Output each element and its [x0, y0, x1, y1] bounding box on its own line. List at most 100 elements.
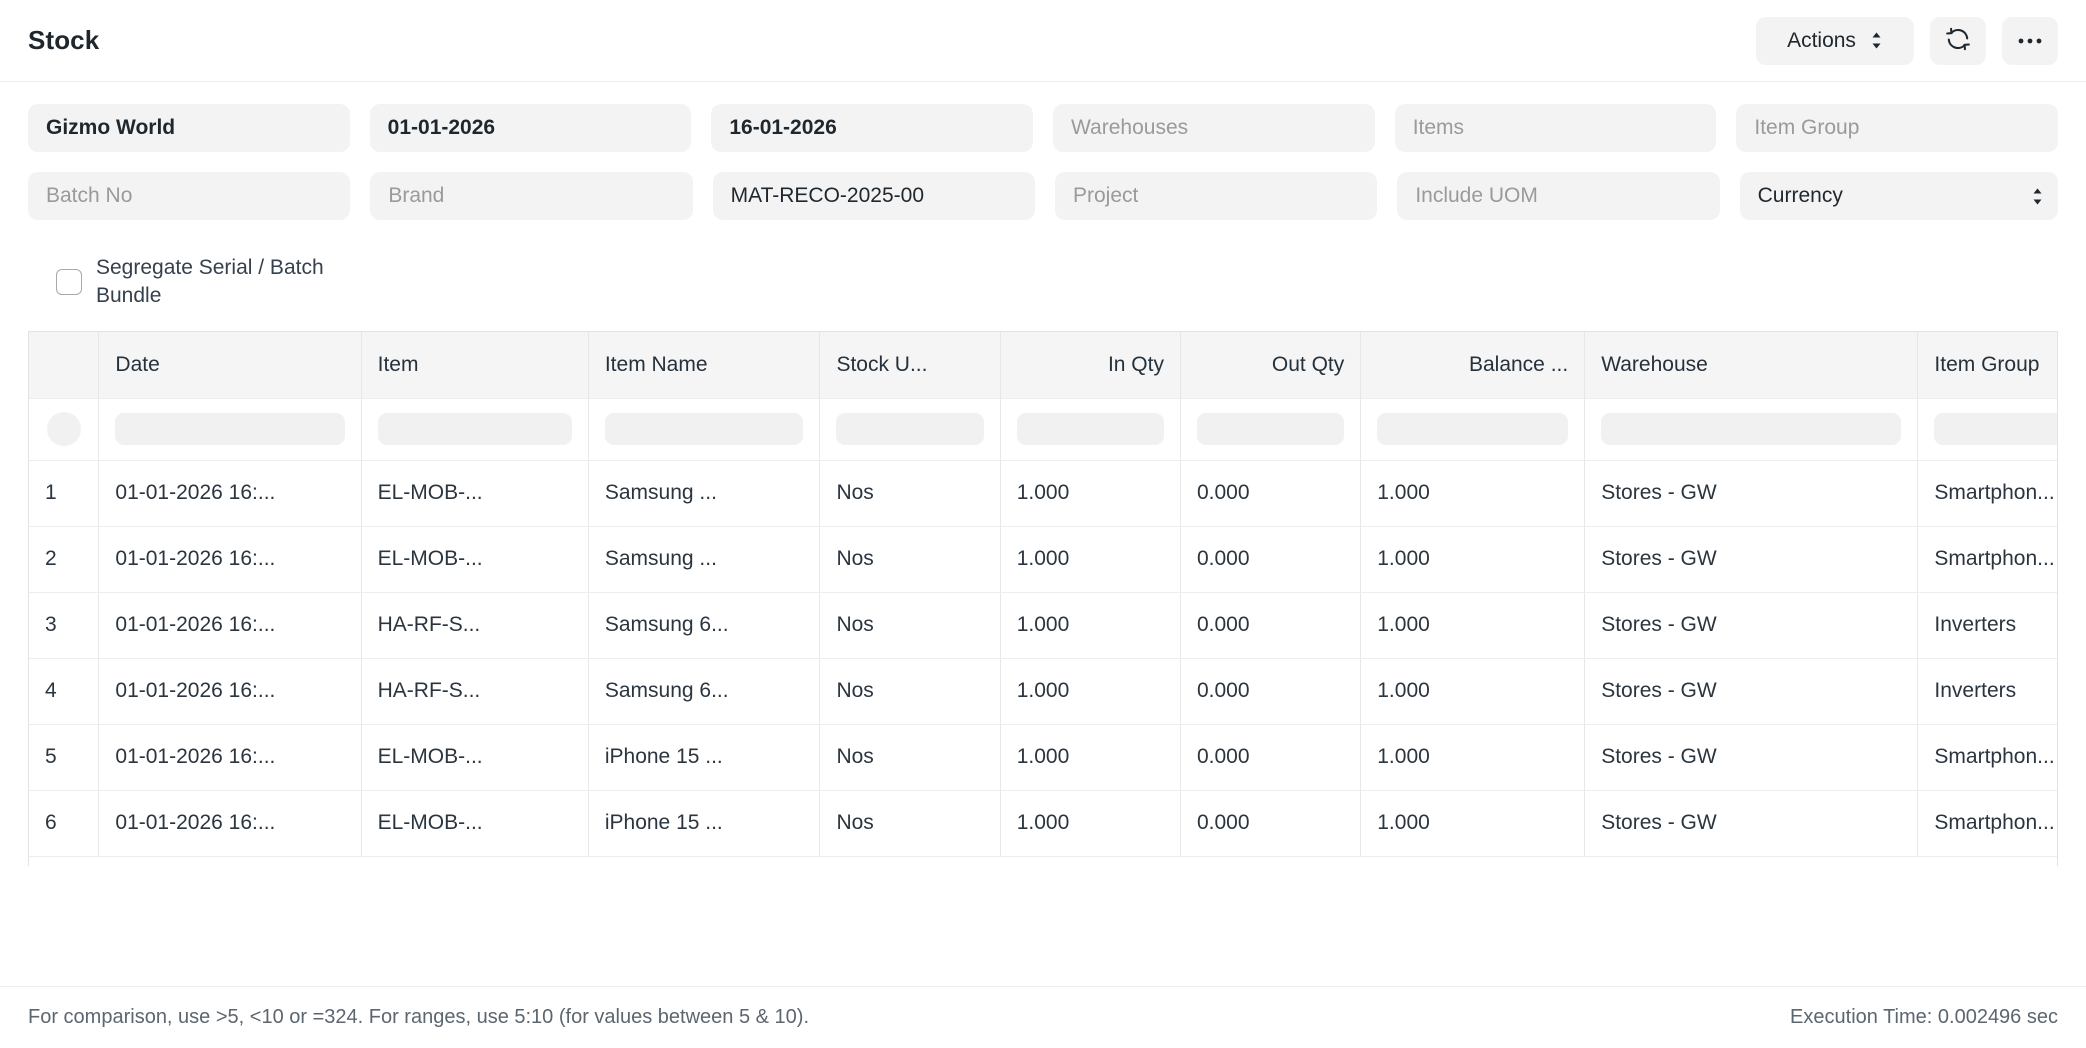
rowcell-balance[interactable]: 1.000 — [1360, 790, 1586, 857]
rowcell-stock-uom[interactable]: Nos — [819, 724, 1001, 791]
table-row[interactable]: 4 01-01-2026 16:... HA-RF-S... Samsung 6...… — [29, 658, 2057, 725]
column-header-item-group[interactable]: Item Group — [1917, 332, 2057, 399]
rowcell-item-name[interactable]: iPhone 15 ... — [588, 790, 821, 857]
execution-time-text: Execution Time: 0.002496 sec — [1790, 1006, 2058, 1028]
rowcell-out-qty[interactable]: 0.000 — [1180, 526, 1362, 593]
rowcell-balance[interactable]: 1.000 — [1360, 460, 1586, 527]
filter-project[interactable]: Project — [1054, 172, 1378, 220]
rowcell-date[interactable]: 01-01-2026 16:... — [98, 592, 362, 659]
rowcell-item-group[interactable]: Smartphon... — [1917, 460, 2057, 527]
column-header-date[interactable]: Date — [98, 332, 362, 399]
rowcell-in-qty[interactable]: 1.000 — [1000, 658, 1181, 725]
rowcell-balance[interactable]: 1.000 — [1360, 592, 1586, 659]
stock-uom-filter-input[interactable] — [836, 413, 984, 446]
rownum-filter-pill[interactable] — [47, 412, 81, 447]
filter-brand[interactable]: Brand — [370, 172, 693, 220]
rowcell-out-qty[interactable]: 0.000 — [1180, 790, 1362, 857]
rowcell-item[interactable]: EL-MOB-... — [361, 460, 589, 527]
rowcell-out-qty[interactable]: 0.000 — [1180, 658, 1362, 725]
report-table-container[interactable]: Date Item Item Name Stock U... In Qty Ou… — [28, 331, 2058, 867]
rowcell-out-qty[interactable]: 0.000 — [1180, 460, 1362, 527]
rowcell-item[interactable]: EL-MOB-... — [361, 724, 589, 791]
rowcell-out-qty[interactable]: 0.000 — [1180, 724, 1362, 791]
rowcell-in-qty[interactable]: 1.000 — [1000, 790, 1181, 857]
rowcell-date[interactable]: 01-01-2026 16:... — [98, 790, 362, 857]
rowcell-warehouse[interactable]: Stores - GW — [1584, 724, 1919, 791]
rowcell-in-qty[interactable]: 1.000 — [1000, 592, 1181, 659]
rowcell-out-qty[interactable]: 0.000 — [1180, 592, 1362, 659]
rowcell-balance[interactable]: 1.000 — [1360, 724, 1586, 791]
out-qty-filter-input[interactable] — [1196, 413, 1345, 446]
filter-items-placeholder: Items — [1412, 116, 1465, 139]
rowcell-item[interactable]: EL-MOB-... — [361, 790, 589, 857]
column-header-in-qty[interactable]: In Qty — [1000, 332, 1181, 399]
filter-currency[interactable]: Currency — [1739, 172, 2058, 220]
rowcell-item-name[interactable]: Samsung 6... — [588, 592, 821, 659]
filter-items[interactable]: Items — [1394, 104, 1717, 152]
rowcell-in-qty[interactable]: 1.000 — [1000, 526, 1181, 593]
rowcell-date[interactable]: 01-01-2026 16:... — [98, 658, 362, 725]
actions-button[interactable]: Actions — [1756, 16, 1914, 65]
rowcell-item-group[interactable]: Inverters — [1917, 658, 2057, 725]
rowcell-stock-uom[interactable]: Nos — [819, 790, 1001, 857]
rowcell-item[interactable]: EL-MOB-... — [361, 526, 589, 593]
rowcell-warehouse[interactable]: Stores - GW — [1584, 592, 1919, 659]
column-header-stock-uom[interactable]: Stock U... — [819, 332, 1001, 399]
warehouse-filter-input[interactable] — [1601, 413, 1902, 446]
rowcell-date[interactable]: 01-01-2026 16:... — [98, 460, 362, 527]
filter-voucher-no[interactable]: MAT-RECO-2025-00 — [712, 172, 1035, 220]
table-row[interactable]: 6 01-01-2026 16:... EL-MOB-... iPhone 15 ..… — [29, 790, 2057, 857]
balance-filter-input[interactable] — [1377, 413, 1569, 446]
table-row[interactable]: 2 01-01-2026 16:... EL-MOB-... Samsung ... N… — [29, 526, 2057, 593]
item-filter-input[interactable] — [377, 413, 572, 446]
rowcell-item-name[interactable]: Samsung ... — [588, 460, 821, 527]
filter-warehouses[interactable]: Warehouses — [1053, 104, 1375, 152]
filter-cell-item-group — [1917, 398, 2057, 461]
item-name-filter-input[interactable] — [604, 413, 804, 446]
rowcell-item-group[interactable]: Smartphon... — [1917, 526, 2057, 593]
rowcell-warehouse[interactable]: Stores - GW — [1584, 460, 1919, 527]
table-row[interactable]: 1 01-01-2026 16:... EL-MOB-... Samsung ... N… — [29, 460, 2057, 527]
column-header-out-qty[interactable]: Out Qty — [1180, 332, 1362, 399]
filter-hint-text: For comparison, use >5, <10 or =324. For… — [28, 1006, 809, 1028]
column-header-item[interactable]: Item — [361, 332, 589, 399]
rowcell-balance[interactable]: 1.000 — [1360, 526, 1586, 593]
rowcell-date[interactable]: 01-01-2026 16:... — [98, 526, 362, 593]
rowcell-item-group[interactable]: Smartphon... — [1917, 724, 2057, 791]
filter-to-date[interactable]: 16-01-2026 — [711, 104, 1034, 152]
rowcell-item-name[interactable]: Samsung 6... — [588, 658, 821, 725]
rowcell-warehouse[interactable]: Stores - GW — [1584, 658, 1919, 725]
filter-from-date[interactable]: 01-01-2026 — [369, 104, 692, 152]
segregate-serial-batch-bundle-checkbox[interactable] — [56, 268, 82, 295]
table-row[interactable]: 3 01-01-2026 16:... HA-RF-S... Samsung 6...… — [29, 592, 2057, 659]
rowcell-warehouse[interactable]: Stores - GW — [1584, 790, 1919, 857]
rowcell-item-name[interactable]: Samsung ... — [588, 526, 821, 593]
rowcell-stock-uom[interactable]: Nos — [819, 658, 1001, 725]
more-menu-button[interactable] — [2002, 16, 2058, 65]
filter-company[interactable]: Gizmo World — [28, 104, 350, 152]
rowcell-in-qty[interactable]: 1.000 — [1000, 460, 1181, 527]
in-qty-filter-input[interactable] — [1016, 413, 1164, 446]
rowcell-item-name[interactable]: iPhone 15 ... — [588, 724, 821, 791]
filter-batch-no[interactable]: Batch No — [28, 172, 351, 220]
rowcell-stock-uom[interactable]: Nos — [819, 460, 1001, 527]
column-header-balance[interactable]: Balance ... — [1360, 332, 1586, 399]
refresh-button[interactable] — [1930, 16, 1986, 65]
rowcell-item-group[interactable]: Smartphon... — [1917, 790, 2057, 857]
column-header-warehouse[interactable]: Warehouse — [1584, 332, 1919, 399]
column-header-item-name[interactable]: Item Name — [588, 332, 821, 399]
date-filter-input[interactable] — [115, 413, 345, 446]
rowcell-item[interactable]: HA-RF-S... — [361, 592, 589, 659]
rowcell-stock-uom[interactable]: Nos — [819, 526, 1001, 593]
rowcell-warehouse[interactable]: Stores - GW — [1584, 526, 1919, 593]
item-group-filter-input[interactable] — [1934, 413, 2057, 446]
rowcell-date[interactable]: 01-01-2026 16:... — [98, 724, 362, 791]
table-row[interactable]: 5 01-01-2026 16:... EL-MOB-... iPhone 15 ..… — [29, 724, 2057, 791]
filter-include-uom[interactable]: Include UOM — [1397, 172, 1720, 220]
filter-item-group[interactable]: Item Group — [1736, 104, 2059, 152]
rowcell-item[interactable]: HA-RF-S... — [361, 658, 589, 725]
rowcell-item-group[interactable]: Inverters — [1917, 592, 2057, 659]
rowcell-stock-uom[interactable]: Nos — [819, 592, 1001, 659]
rowcell-in-qty[interactable]: 1.000 — [1000, 724, 1181, 791]
rowcell-balance[interactable]: 1.000 — [1360, 658, 1586, 725]
